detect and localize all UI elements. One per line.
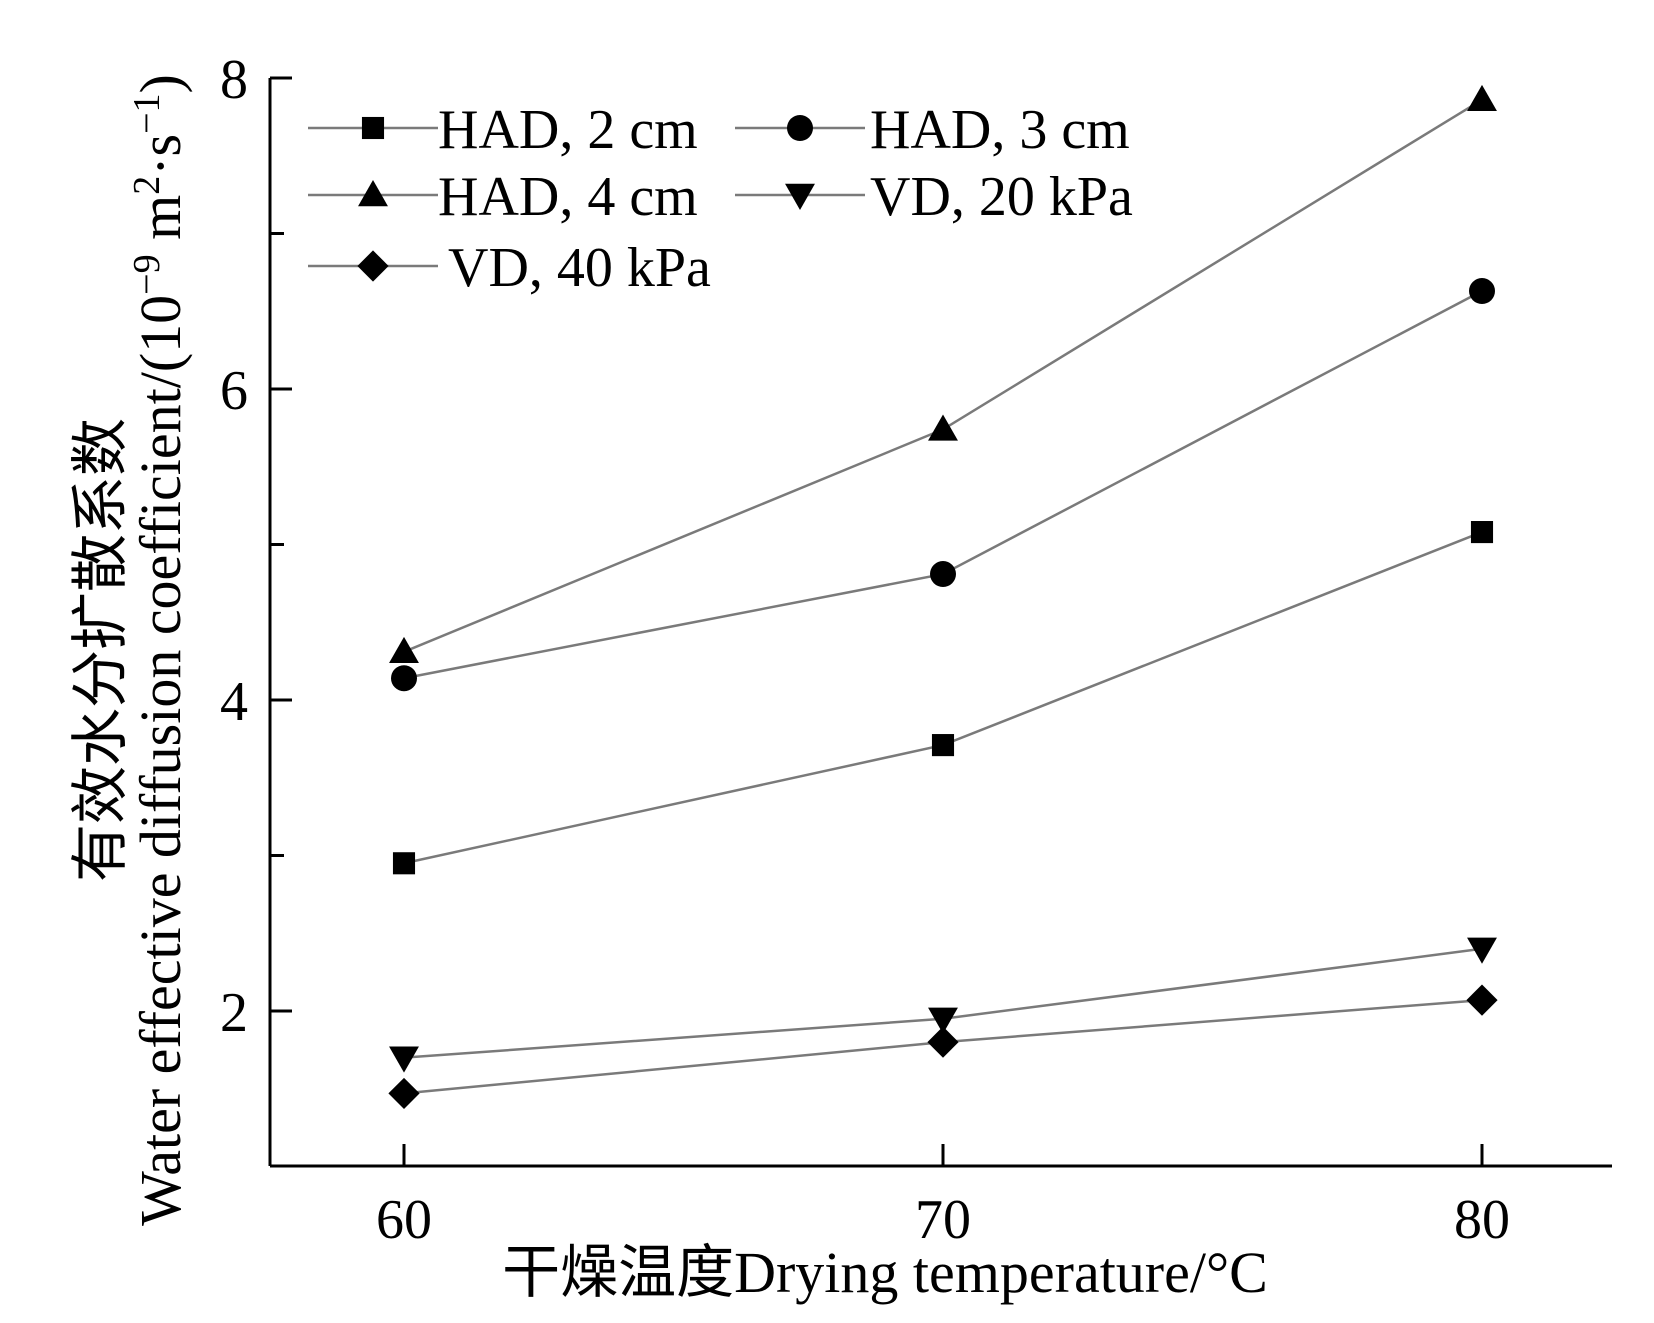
legend-item: HAD, 3 cm bbox=[735, 99, 1130, 161]
y-axis-title-en-pre: Water effective diffusion coefficient/(1… bbox=[128, 295, 193, 1226]
data-point bbox=[1467, 937, 1497, 964]
series-triangle-down bbox=[389, 937, 1497, 1073]
data-point bbox=[1470, 521, 1494, 544]
legend-item: HAD, 2 cm bbox=[308, 99, 698, 161]
series-diamond bbox=[388, 984, 1498, 1110]
data-point bbox=[392, 852, 416, 875]
axes: 2 4 6 8 60 70 80 bbox=[220, 49, 1612, 1251]
x-tick-label: 60 bbox=[376, 1189, 432, 1251]
y-tick-label: 8 bbox=[220, 49, 248, 111]
legend-item: VD, 20 kPa bbox=[735, 166, 1133, 228]
series-group bbox=[388, 84, 1498, 1110]
y-axis-title-en: Water effective diffusion coefficient/(1… bbox=[126, 74, 193, 1226]
legend: HAD, 2 cm HAD, 3 cm HAD, 4 cm VD, 20 kPa VD,… bbox=[308, 99, 1133, 299]
y-axis-title-cn: 有效水分扩散系数 bbox=[68, 418, 133, 882]
data-point bbox=[391, 665, 417, 692]
legend-marker bbox=[357, 250, 389, 282]
y-tick-label: 6 bbox=[220, 360, 248, 422]
y-axis-title: 有效水分扩散系数 bbox=[68, 418, 133, 882]
x-axis-title: 干燥温度Drying temperature/°C bbox=[502, 1240, 1268, 1305]
y-axis-title-exp2: 2 bbox=[126, 176, 168, 195]
legend-label: HAD, 3 cm bbox=[870, 99, 1130, 161]
legend-label: VD, 40 kPa bbox=[448, 237, 711, 299]
y-tick-label: 4 bbox=[220, 671, 248, 733]
legend-label: VD, 20 kPa bbox=[870, 166, 1133, 228]
y-axis-title-exp1: −9 bbox=[126, 254, 168, 294]
data-point bbox=[928, 1007, 958, 1034]
legend-item: VD, 40 kPa bbox=[308, 237, 711, 299]
legend-label: HAD, 4 cm bbox=[438, 166, 698, 228]
y-tick-label: 2 bbox=[220, 982, 248, 1044]
data-point bbox=[928, 414, 958, 441]
y-axis-title-exp3: −1 bbox=[126, 93, 168, 133]
x-tick-label: 80 bbox=[1454, 1189, 1510, 1251]
y-axis-title-en-group: Water effective diffusion coefficient/(1… bbox=[126, 74, 193, 1226]
series-square bbox=[392, 521, 1494, 875]
data-point bbox=[1466, 984, 1498, 1016]
data-point bbox=[389, 1046, 419, 1073]
series-circle bbox=[391, 278, 1495, 692]
legend-marker bbox=[785, 183, 815, 210]
series-triangle-up bbox=[389, 84, 1497, 664]
y-axis-title-mid2: ·s bbox=[128, 134, 193, 176]
legend-label: HAD, 2 cm bbox=[438, 99, 698, 161]
y-axis-title-post: ) bbox=[128, 74, 193, 93]
data-point bbox=[388, 1077, 420, 1110]
series-line bbox=[403, 289, 1483, 680]
x-tick-label: 70 bbox=[915, 1189, 971, 1251]
legend-marker bbox=[361, 116, 385, 140]
data-point bbox=[1469, 278, 1495, 305]
legend-item: HAD, 4 cm bbox=[308, 166, 698, 228]
data-point bbox=[1467, 84, 1497, 111]
data-point bbox=[930, 561, 956, 588]
legend-marker bbox=[358, 180, 388, 207]
y-axis-title-mid: m bbox=[128, 195, 193, 255]
data-point bbox=[927, 1026, 959, 1058]
data-point bbox=[931, 734, 955, 757]
data-point bbox=[389, 636, 419, 664]
legend-marker bbox=[787, 115, 813, 141]
